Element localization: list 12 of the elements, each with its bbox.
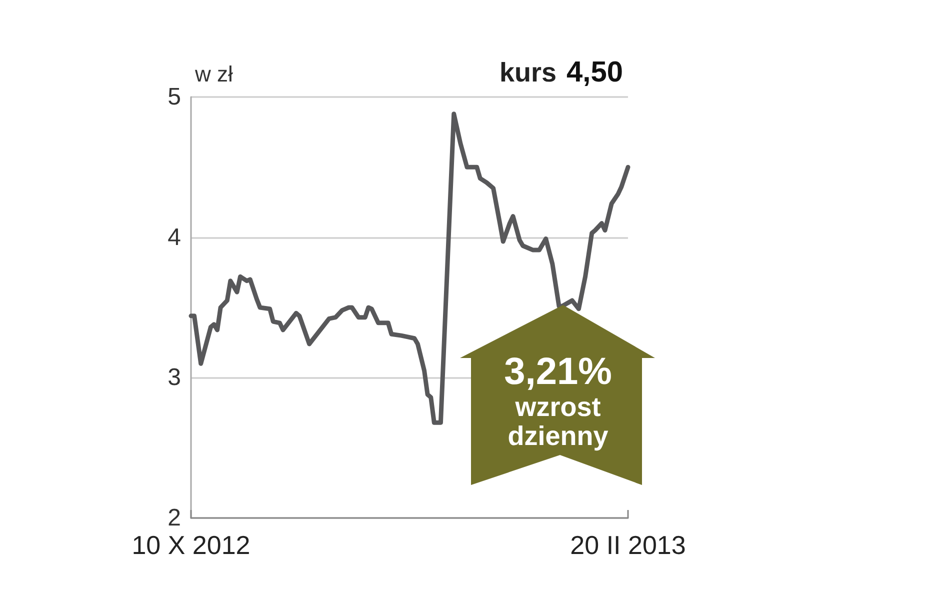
- y-tick-label: 4: [168, 224, 181, 251]
- chart-subtitle: 4,50: [566, 56, 624, 88]
- x-tick-label: 20 II 2013: [570, 530, 686, 560]
- x-tick-label: 10 X 2012: [132, 530, 250, 560]
- y-axis-title: w zł: [194, 62, 233, 86]
- y-tick-label: 5: [168, 84, 181, 110]
- annotation: 3,21%: [503, 351, 613, 393]
- chart-title: kurs: [500, 58, 557, 88]
- y-tick-label: 3: [168, 364, 181, 392]
- annotation: wzrost dzienny: [506, 392, 610, 451]
- y-tick-label: 2: [168, 504, 181, 532]
- line-series: [188, 112, 630, 425]
